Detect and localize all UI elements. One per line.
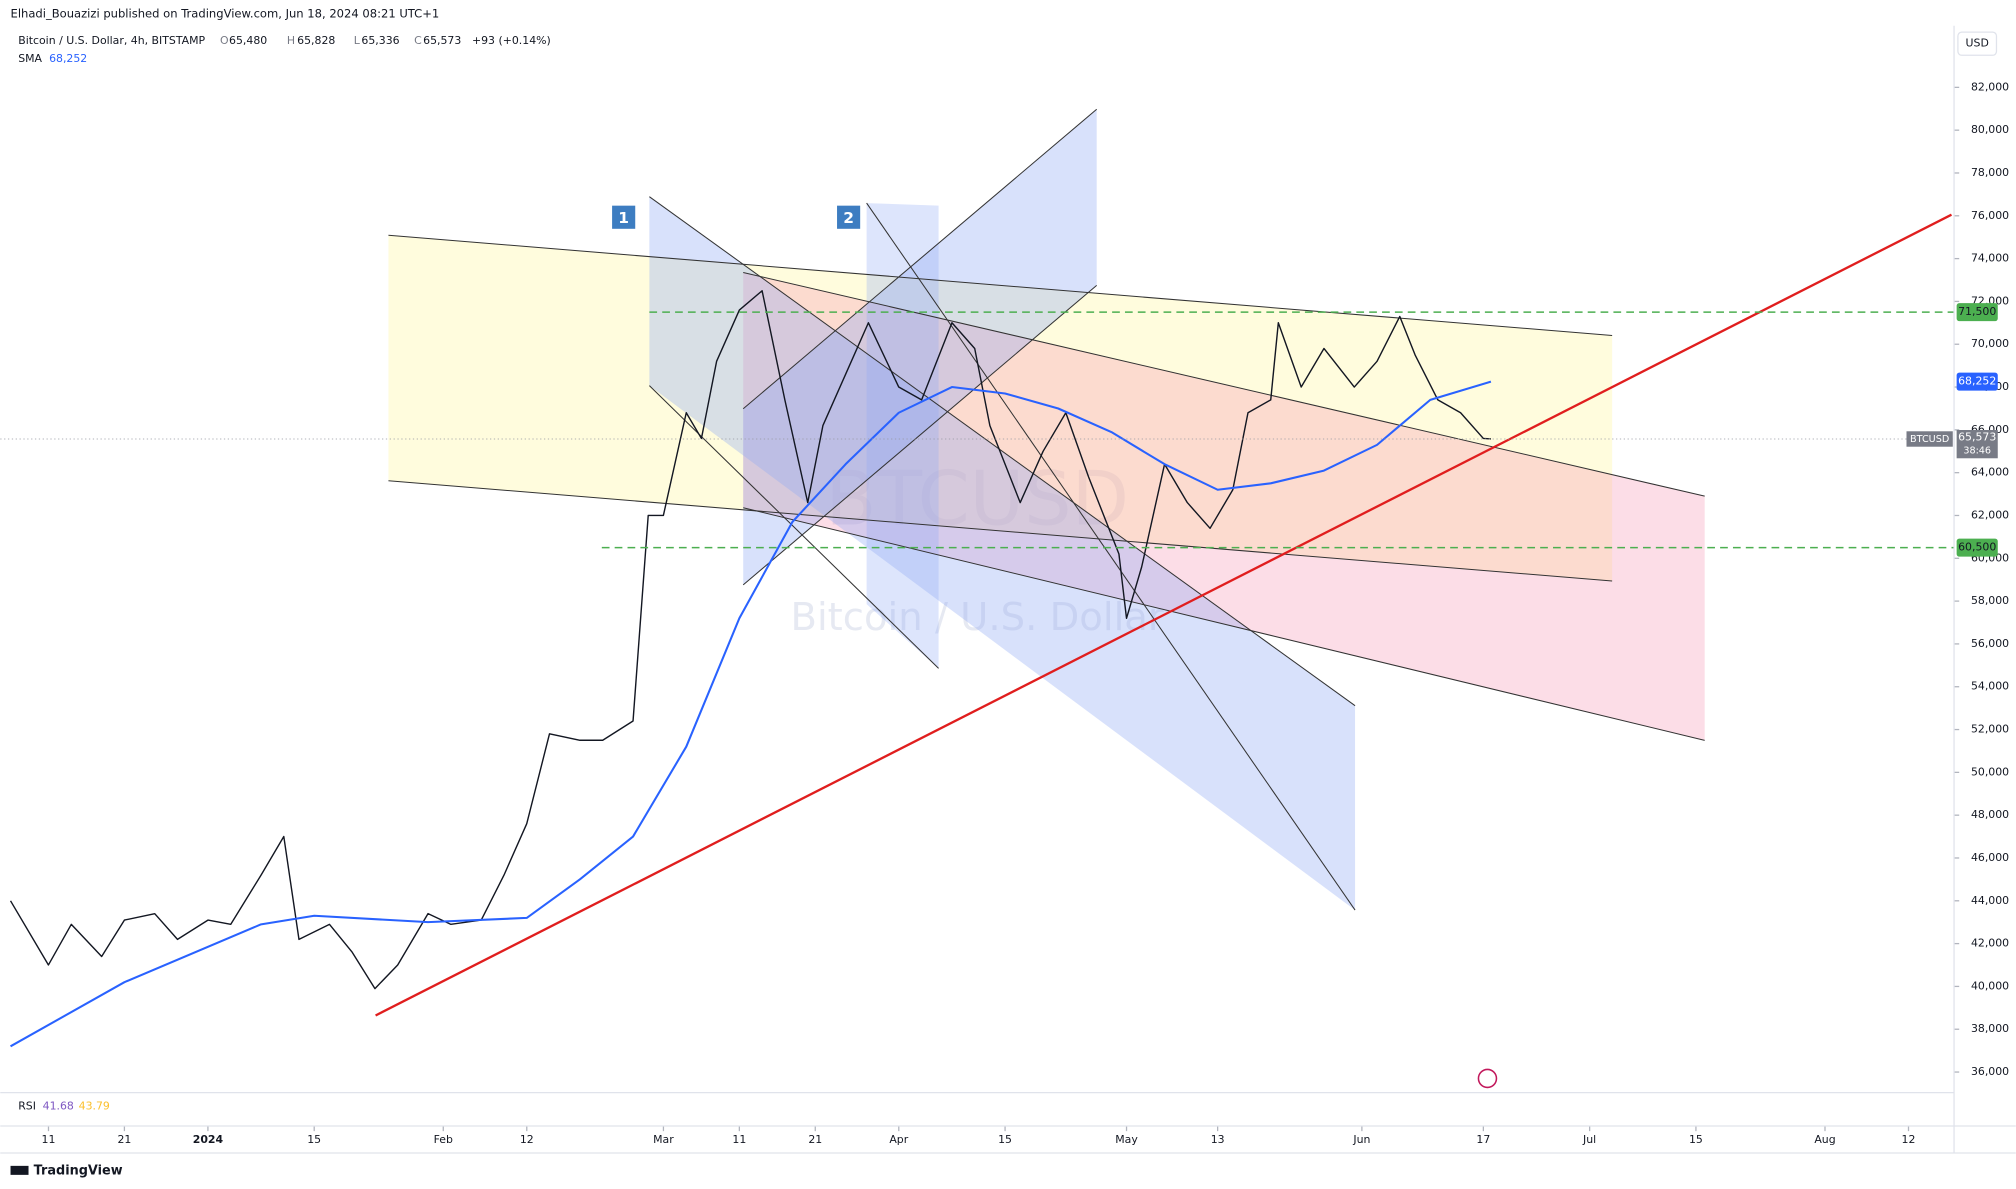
y-tick-label: 56,000 [1971, 637, 2009, 650]
level-tag-label: 60,500 [1958, 541, 1996, 554]
price-tag [1956, 430, 1998, 459]
countdown: 38:46 [1963, 446, 1991, 457]
ohlc-value: 65,480 [229, 34, 267, 47]
y-tick-label: 58,000 [1971, 594, 2009, 607]
x-tick-label: 11 [732, 1133, 746, 1146]
x-tick-label: 21 [117, 1133, 131, 1146]
channel-line [388, 480, 1613, 582]
y-tick-label: 70,000 [1971, 337, 2009, 350]
price-tag-label: 65,573 [1958, 431, 1996, 444]
ohlc-value: 65,828 [297, 34, 335, 47]
y-tick-label: 76,000 [1971, 209, 2009, 222]
y-tick-label: 42,000 [1971, 937, 2009, 950]
currency-button[interactable] [1957, 31, 1998, 56]
sma-label: SMA [18, 52, 42, 65]
y-tick-label: 54,000 [1971, 680, 2009, 693]
symbol-tag [1906, 431, 1953, 447]
drawing-badge [612, 205, 636, 229]
rsi-value: 43.79 [79, 1100, 110, 1113]
watermark: Bitcoin / U.S. Dollar [791, 595, 1164, 640]
y-tick-label: 38,000 [1971, 1022, 2009, 1035]
y-tick-label: 48,000 [1971, 808, 2009, 821]
drawing-badge [837, 205, 861, 229]
y-tick-label: 82,000 [1971, 80, 2009, 93]
y-tick-label: 46,000 [1971, 851, 2009, 864]
y-tick-label: 40,000 [1971, 979, 2009, 992]
ohlc-key: L [354, 34, 361, 47]
change: +93 (+0.14%) [472, 34, 551, 47]
channel-fill [743, 272, 1705, 741]
level-tag [1956, 538, 1998, 557]
channel-line [866, 202, 1356, 911]
brand-logo [10, 1165, 29, 1175]
brand: TradingView [34, 1164, 123, 1179]
y-tick-label: 52,000 [1971, 723, 2009, 736]
x-tick-label: 13 [1211, 1133, 1225, 1146]
drawings: 1 2 [375, 108, 1953, 1089]
currency[interactable]: USD [1966, 37, 1989, 50]
x-tick-label: May [1115, 1133, 1138, 1146]
trend-line [375, 213, 1953, 1017]
channel-fill [866, 203, 939, 669]
y-tick-label: 74,000 [1971, 252, 2009, 265]
sma-value: 68,252 [49, 52, 87, 65]
channel-line [742, 284, 1098, 586]
x-tick-label: Jun [1352, 1133, 1370, 1146]
x-tick-label: Aug [1814, 1133, 1835, 1146]
channel-line [743, 507, 1705, 741]
x-tick-label: Feb [434, 1133, 453, 1146]
ohlc-key: O [220, 34, 229, 47]
channel-fill [743, 109, 1097, 585]
price-line [10, 380, 1492, 1048]
x-tick-label: Jul [1582, 1133, 1596, 1146]
x-tick-label: 21 [808, 1133, 822, 1146]
x-tick-label: 11 [42, 1133, 56, 1146]
x-tick-label: 2024 [193, 1133, 224, 1146]
y-tick-label: 64,000 [1971, 466, 2009, 479]
y-tick-label: 78,000 [1971, 166, 2009, 179]
channel-line [743, 272, 1705, 497]
level-tag [1956, 303, 1998, 322]
y-tick-label: 62,000 [1971, 508, 2009, 521]
watermark: BTCUSD [825, 455, 1129, 542]
symbol-tag-label: BTCUSD [1910, 434, 1949, 445]
channel-line [388, 234, 1613, 337]
x-tick-label: 12 [520, 1133, 534, 1146]
level-tag-label: 71,500 [1958, 305, 1996, 318]
x-tick-label: Mar [653, 1133, 674, 1146]
x-tick-label: 15 [998, 1133, 1012, 1146]
channel-fill [649, 196, 1356, 911]
ohlc-key: H [287, 34, 295, 47]
rsi-label: RSI [18, 1100, 36, 1113]
symbol: Bitcoin / U.S. Dollar, 4h, BITSTAMP [18, 34, 205, 47]
x-tick-label: 15 [307, 1133, 321, 1146]
y-tick-label: 80,000 [1971, 123, 2009, 136]
sma-tag [1956, 372, 1998, 391]
alert-icon[interactable] [1477, 1068, 1498, 1089]
y-tick-label: 50,000 [1971, 765, 2009, 778]
ohlc-key: C [414, 34, 422, 47]
published-line: Elhadi_Bouazizi published on TradingView… [11, 7, 440, 21]
drawing-badge-label: 1 [618, 209, 629, 227]
drawing-badge-label: 2 [843, 209, 854, 227]
x-tick-label: 17 [1476, 1133, 1490, 1146]
sma-tag-label: 68,252 [1958, 375, 1996, 388]
rsi-value: 41.68 [43, 1100, 74, 1113]
channel-line [742, 108, 1098, 410]
channel-fill [388, 235, 1613, 582]
ohlc-value: 65,336 [361, 34, 399, 47]
x-tick-label: Apr [889, 1133, 908, 1146]
x-tick-label: 12 [1902, 1133, 1916, 1146]
x-tick-label: 15 [1689, 1133, 1703, 1146]
y-tick-label: 44,000 [1971, 894, 2009, 907]
price-line [9, 290, 1491, 990]
ohlc-value: 65,573 [423, 34, 461, 47]
channel-line [649, 196, 1356, 707]
y-tick-label: 36,000 [1971, 1065, 2009, 1078]
